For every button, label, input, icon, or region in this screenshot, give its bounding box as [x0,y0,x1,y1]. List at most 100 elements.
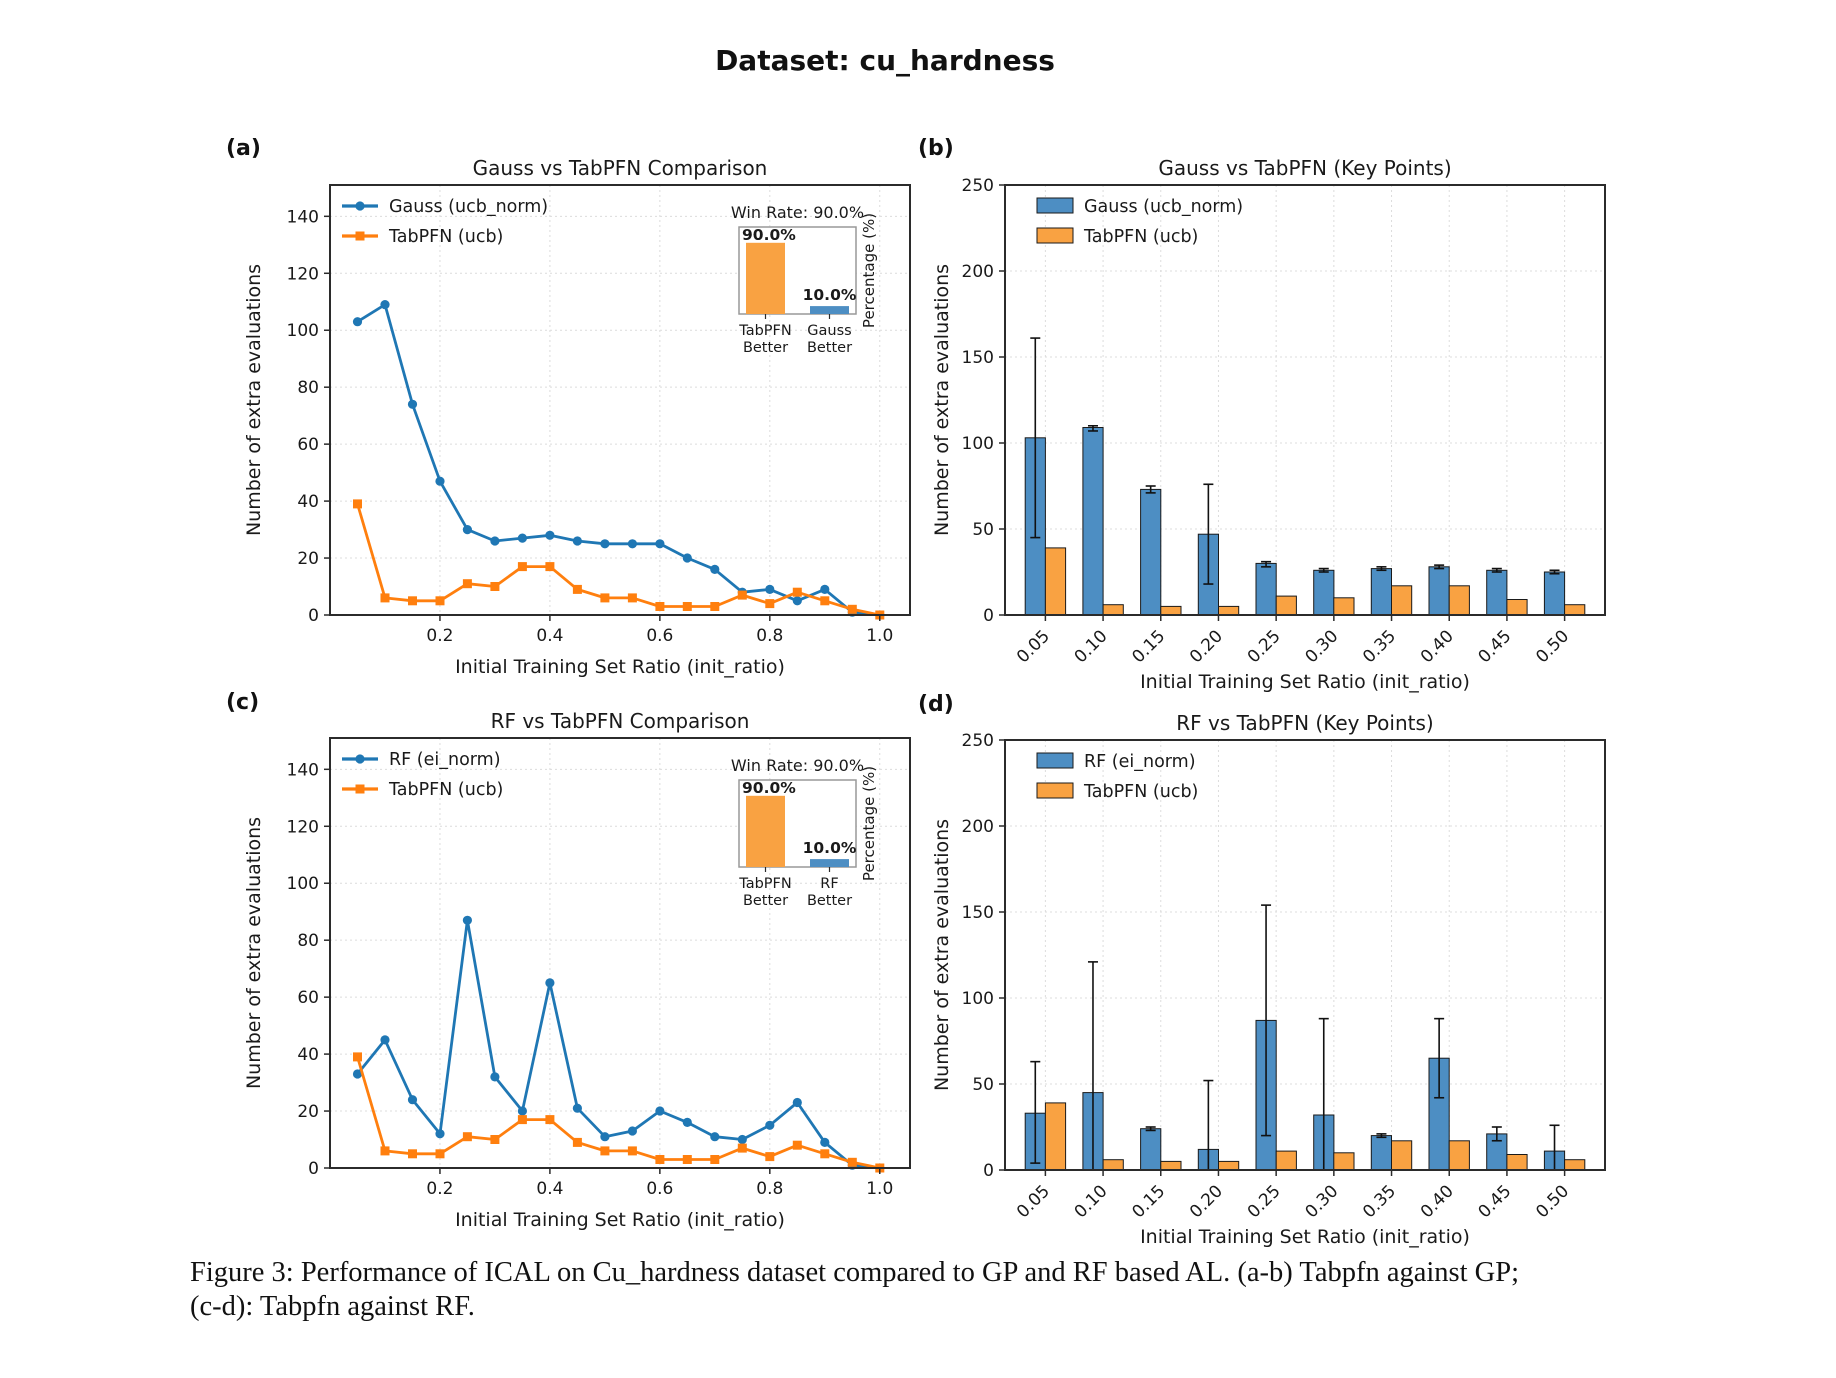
panel-title: RF vs TabPFN (Key Points) [1176,711,1433,735]
axes-frame [329,737,911,1169]
bar [1448,1140,1470,1171]
inset-value-label: 90.0% [742,226,796,244]
bar [1218,1160,1240,1171]
x-tick-label: 0.45 [1475,626,1516,667]
bar [1044,1102,1067,1171]
x-tick-label: 0.45 [1475,1181,1516,1222]
axes-frame [1004,184,1606,616]
marker-circle [517,1106,527,1116]
bar [1391,585,1413,616]
win-rate-inset: Win Rate: 90.0%90.0%TabPFNBetter10.0%Gau… [731,203,878,356]
inset-bar [746,795,785,867]
series [1024,427,1586,616]
panel-a-line-chart: Gauss vs TabPFN Comparison Initial Traini… [243,156,911,678]
y-tick-label: 20 [297,549,319,569]
marker-square [682,1155,692,1164]
data-line [356,303,880,617]
marker-square [655,602,665,611]
data-line [356,918,880,1170]
marker-circle [682,553,692,563]
y-axis-label: Number of extra evaluations [243,264,265,536]
marker-square [408,1149,417,1159]
marker-square [682,602,692,611]
y-tick-label: 200 [962,817,994,837]
inset-tick-label: RF [820,876,838,892]
marker-circle [765,1120,775,1130]
legend-label: Gauss (ucb_norm) [1084,197,1243,217]
bar [1160,605,1182,616]
marker-square [435,1149,445,1159]
x-tick-label: 0.6 [646,626,673,646]
caption-line-1: Figure 3: Performance of ICAL on Cu_hard… [190,1257,1520,1288]
legend-label: TabPFN (ucb) [388,780,503,800]
x-tick-label: 0.20 [1186,626,1227,667]
x-tick-label: 0.25 [1244,626,1285,667]
marker-square [847,604,857,614]
x-tick-label: 0.50 [1532,1181,1573,1222]
marker-circle [572,536,582,546]
marker-circle [710,1132,720,1142]
y-tick-label: 140 [287,207,319,227]
bar [1543,571,1566,616]
marker-circle [820,584,830,594]
y-tick-label: 100 [287,321,319,341]
legend-marker [355,231,365,241]
x-tick-label: 0.2 [426,626,453,646]
legend-swatch [1036,227,1074,244]
bar [1082,427,1104,616]
inset-value-label: 10.0% [803,839,857,857]
y-tick-label: 150 [962,903,994,923]
bar [1506,1154,1528,1171]
panel-title: Gauss vs TabPFN (Key Points) [1158,156,1451,180]
bar [1391,1140,1413,1171]
bar [1333,1152,1355,1171]
bar [1140,488,1162,616]
marker-circle [792,1097,802,1108]
inset-tick-label: Better [743,340,788,356]
bar [1044,547,1067,616]
x-tick-label: 0.15 [1128,1181,1169,1222]
x-tick-label: 0.35 [1359,626,1400,667]
bar [1313,569,1335,616]
marker-square [490,1135,500,1144]
marker-circle [600,1132,610,1142]
marker-square [380,1146,390,1156]
marker-circle [380,300,390,310]
bar [1333,597,1355,616]
marker-circle [352,1069,363,1079]
axes-frame [329,184,911,616]
marker-square [517,1115,527,1125]
marker-square [710,1155,720,1164]
marker-circle [820,1137,830,1147]
ticks: 0 20 40 60 80 100 120 140 0.2 0.4 0.6 0.8 1.0 [287,207,894,646]
y-tick-label: 0 [308,1159,319,1179]
y-tick-label: 0 [308,606,319,626]
inset-title: Win Rate: 90.0% [731,756,864,775]
inset-value-label: 10.0% [803,286,857,304]
marker-square [820,596,830,606]
x-tick-label: 0.35 [1359,1181,1400,1222]
marker-circle [737,1134,747,1145]
marker-circle [490,536,500,546]
bar [1255,562,1277,616]
bar [1160,1160,1182,1171]
marker-square [627,593,637,603]
marker-circle [627,1126,637,1136]
marker-circle [435,476,445,486]
y-tick-label: 60 [297,988,319,1008]
marker-circle [435,1129,445,1139]
marker-circle [462,525,472,535]
legend-swatch [1036,197,1074,214]
y-tick-label: 50 [972,1075,994,1095]
marker-square [792,587,802,597]
data-line [356,1056,881,1170]
x-axis-label: Initial Training Set Ratio (init_ratio) [1140,671,1470,693]
y-tick-label: 120 [287,264,319,284]
legend-swatch [1036,752,1074,769]
inset-bar [746,242,785,314]
x-tick-label: 0.50 [1532,626,1573,667]
marker-square [572,1137,582,1147]
x-tick-label: 0.4 [536,626,563,646]
legend-marker [355,201,365,211]
bar [1275,1150,1297,1171]
